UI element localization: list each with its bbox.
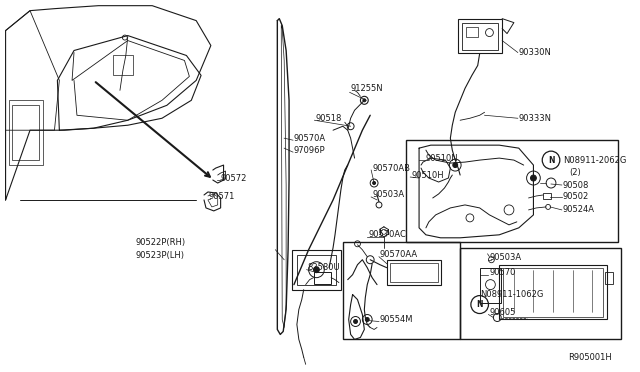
Text: 90571: 90571	[209, 192, 236, 202]
Text: 90510N: 90510N	[426, 154, 458, 163]
Bar	[343, 242, 460, 339]
Circle shape	[314, 267, 319, 273]
Bar	[12, 105, 39, 160]
Text: 90554M: 90554M	[380, 315, 413, 324]
Text: 90570: 90570	[490, 268, 516, 277]
Circle shape	[365, 318, 369, 321]
Bar	[292, 250, 341, 290]
Bar	[387, 260, 440, 285]
Text: 97096P: 97096P	[294, 145, 326, 155]
Bar	[297, 255, 336, 285]
Text: 90510H: 90510H	[412, 170, 444, 180]
Text: 90518: 90518	[316, 114, 342, 123]
Bar	[314, 272, 331, 283]
Text: 90570AA: 90570AA	[380, 250, 418, 259]
Bar	[479, 268, 501, 302]
Text: 90570A: 90570A	[294, 134, 326, 143]
Text: 82580U: 82580U	[308, 263, 340, 272]
Bar	[503, 268, 603, 317]
Bar	[113, 55, 132, 76]
Text: 90570AC: 90570AC	[368, 230, 406, 239]
Bar	[460, 248, 621, 339]
Text: (2): (2)	[570, 167, 581, 177]
Text: 90524A: 90524A	[563, 205, 595, 214]
Circle shape	[452, 163, 458, 167]
Text: 91255N: 91255N	[351, 84, 383, 93]
Bar	[466, 26, 477, 36]
Text: 90522P(RH): 90522P(RH)	[136, 238, 186, 247]
Text: N08911-2062G: N08911-2062G	[563, 155, 626, 164]
Text: 90570AB: 90570AB	[372, 164, 410, 173]
Text: 90333N: 90333N	[519, 114, 552, 123]
Bar	[605, 272, 612, 283]
Circle shape	[353, 320, 358, 324]
Text: R905001H: R905001H	[568, 353, 612, 362]
Circle shape	[363, 99, 366, 102]
Bar	[390, 263, 438, 282]
Text: N: N	[476, 300, 483, 309]
Bar	[543, 193, 551, 199]
Text: 90572: 90572	[221, 173, 247, 183]
Bar	[462, 23, 499, 49]
Text: 90503A: 90503A	[372, 190, 404, 199]
Text: 90508: 90508	[563, 180, 589, 189]
Text: 90605: 90605	[490, 308, 516, 317]
Text: N08911-1062G: N08911-1062G	[479, 290, 543, 299]
Text: 90502: 90502	[563, 192, 589, 202]
Bar	[406, 140, 618, 242]
Text: 90330N: 90330N	[519, 48, 552, 57]
Circle shape	[531, 175, 536, 181]
Text: 90523P(LH): 90523P(LH)	[136, 251, 184, 260]
Bar	[8, 100, 43, 165]
Bar	[499, 265, 607, 320]
Text: N: N	[548, 155, 554, 164]
Circle shape	[372, 182, 376, 185]
Bar	[458, 19, 502, 54]
Text: 90503A: 90503A	[490, 253, 522, 262]
